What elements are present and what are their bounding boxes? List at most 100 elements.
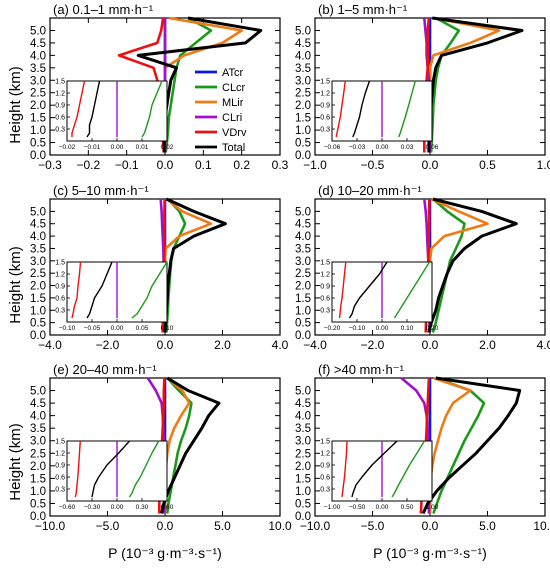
inset-x-tick-label: −0.20 (324, 325, 341, 332)
inset-line-vdrv (71, 261, 82, 319)
y-tick-label: 5.0 (30, 386, 46, 398)
inset-x-tick-label: −0.30 (84, 504, 101, 511)
x-tick-label: −0.1 (115, 158, 139, 172)
x-axis-label-left: P (10⁻³ g·m⁻³·s⁻¹) (108, 545, 222, 561)
inset-y-tick-label: 1.2 (55, 91, 65, 98)
inset-y-tick-label: 0.9 (55, 284, 65, 291)
inset-x-tick-label: −0.60 (59, 504, 76, 511)
inset-y-tick-label: 1.5 (320, 260, 330, 267)
inset-y-tick-label: 0.6 (55, 115, 65, 122)
x-tick-label: −1.0 (303, 158, 327, 172)
inset-y-tick-label: 0.3 (55, 487, 65, 494)
series-line-total (163, 197, 227, 333)
x-tick-label: 1.0 (537, 158, 550, 172)
inset-line-total (91, 440, 131, 498)
x-tick-label: 10.0 (268, 519, 292, 533)
inset-x-tick-label: 0.05 (136, 325, 149, 332)
x-tick-label: 0.5 (479, 158, 496, 172)
x-tick-label: −0.2 (76, 158, 100, 172)
inset-y-tick-label: 1.5 (55, 79, 65, 86)
y-tick-label: 3.0 (30, 75, 46, 87)
y-tick-label: 2.5 (30, 268, 46, 280)
legend-label-mlir: MLir (222, 97, 244, 109)
inset-y-tick-label: 1.5 (320, 439, 330, 446)
legend-label-clcr: CLcr (222, 82, 246, 94)
panel-d: (d) 10–20 mm·h⁻¹−4.0−2.00.02.04.00.00.51… (295, 183, 550, 352)
panel-title: (e) 20–40 mm·h⁻¹ (53, 362, 157, 377)
x-tick-label: −0.5 (361, 158, 385, 172)
y-tick-label: 3.5 (295, 63, 311, 75)
x-tick-label: −2.0 (96, 338, 120, 352)
panel-title: (d) 10–20 mm·h⁻¹ (318, 183, 422, 198)
y-tick-label: 2.0 (30, 281, 46, 293)
x-tick-label: 2.0 (214, 338, 231, 352)
inset-line-total (351, 440, 398, 498)
inset-x-tick-label: 0.50 (401, 504, 414, 511)
inset-line-clcr (398, 80, 416, 138)
inset-y-tick-label: 0.6 (320, 296, 330, 303)
y-tick-label: 0.0 (295, 150, 311, 162)
inset-x-tick-label: 0.10 (161, 325, 174, 332)
y-tick-label: 0.5 (30, 318, 46, 330)
y-axis-label-top: Height (km) (7, 66, 24, 144)
inset-line-clcr (391, 440, 426, 498)
inset-y-tick-label: 1.5 (55, 439, 65, 446)
panel-e: (e) 20–40 mm·h⁻¹−10.0 −5.0 0.0 5.0 10.00.00.… (30, 362, 292, 533)
inset: 0.3 0.6 0.9 1.2 1.5 −0.60 −0.30 0.00 0.30 0.60 (55, 439, 173, 512)
y-tick-label: 3.0 (295, 256, 311, 268)
series-line-clcr (429, 16, 461, 153)
x-tick-label: 0.0 (157, 338, 174, 352)
y-tick-label: 0.5 (295, 138, 311, 150)
inset-y-tick-label: 0.6 (320, 475, 330, 482)
inset-y-tick-label: 0.6 (55, 296, 65, 303)
panel-f: (f) >40 mm·h⁻¹−10.0−5.00.05.010.00.00.51… (295, 362, 550, 533)
inset-line-vdrv (335, 80, 346, 138)
y-tick-label: 3.5 (295, 423, 311, 435)
inset-x-tick-label: 0.01 (136, 144, 149, 151)
y-tick-label: 4.0 (295, 50, 311, 62)
y-tick-label: 0.0 (295, 511, 311, 523)
inset-x-tick-label: 0.00 (376, 504, 389, 511)
y-tick-label: 5.0 (295, 206, 311, 218)
inset-x-tick-label: 0.00 (111, 504, 124, 511)
y-tick-label: 4.5 (30, 398, 46, 410)
inset-x-tick-label: 0.00 (111, 144, 124, 151)
y-tick-label: 0.0 (30, 330, 46, 342)
y-tick-label: 1.5 (30, 473, 46, 485)
y-tick-label: 0.5 (30, 498, 46, 510)
panel-title: (a) 0.1–1 mm·h⁻¹ (53, 2, 154, 17)
y-tick-label: 3.5 (30, 63, 46, 75)
legend: ATcr CLcr MLir CLri VDrv Total (195, 67, 247, 154)
inset-y-tick-label: 0.3 (55, 308, 65, 315)
inset: 0.3 0.6 0.9 1.2 1.5 −0.20 −0.10 0.00 0.10 0.20 (320, 260, 438, 333)
inset-line-vdrv (338, 261, 347, 319)
y-tick-label: 4.0 (295, 231, 311, 243)
inset-y-tick-label: 1.2 (320, 91, 330, 98)
series-line-total (421, 376, 522, 515)
series-line-total (427, 16, 524, 153)
inset-x-tick-label: 0.30 (136, 504, 149, 511)
inset: 0.3 0.6 0.9 1.2 1.5 −1.00 −0.50 0.00 0.50 1.00 (320, 439, 438, 512)
panels: (a) 0.1–1 mm·h⁻¹ −0.3 −0.2 −0.1 0.0 0.1 0.2 0.3… (30, 2, 550, 533)
x-tick-label: 0.0 (422, 338, 439, 352)
x-tick-label: −0.3 (38, 158, 62, 172)
legend-label-clri: CLri (222, 112, 242, 124)
y-tick-label: 4.5 (30, 219, 46, 231)
y-tick-label: 0.5 (295, 498, 311, 510)
x-tick-label: −10.0 (300, 519, 331, 533)
inset-x-tick-label: 0.00 (111, 325, 124, 332)
y-tick-label: 5.0 (30, 25, 46, 37)
inset-y-tick-label: 0.3 (320, 127, 330, 134)
inset-x-tick-label: −0.10 (59, 325, 76, 332)
y-tick-label: 4.0 (30, 231, 46, 243)
x-tick-label: 0.1 (195, 158, 212, 172)
inset-y-tick-label: 1.5 (320, 79, 330, 86)
inset: 0.3 0.6 0.9 1.2 1.5 −0.10 −0.05 0.00 0.05 0.10 (55, 260, 173, 333)
panel-a: (a) 0.1–1 mm·h⁻¹ −0.3 −0.2 −0.1 0.0 0.1 0.2 0.3… (30, 2, 289, 172)
inset-line-total (348, 261, 388, 319)
x-tick-label: −5.0 (96, 519, 120, 533)
inset-x-tick-label: −0.01 (84, 144, 101, 151)
inset-line-total (86, 261, 113, 319)
y-tick-label: 3.0 (295, 436, 311, 448)
